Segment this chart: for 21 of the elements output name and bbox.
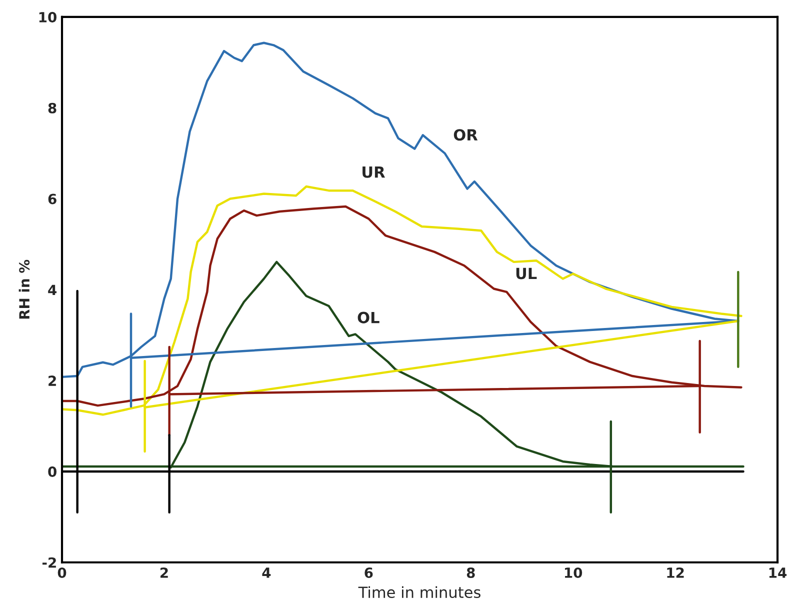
y-tick-label: -2 <box>42 557 56 568</box>
y-tick-label: 8 <box>48 102 56 114</box>
x-tick-label: 14 <box>769 568 787 578</box>
x-tick-label: 12 <box>667 567 684 578</box>
annotation: UR <box>362 166 386 178</box>
y-tick-label: 0 <box>48 466 56 477</box>
x-tick-label: 6 <box>364 567 373 578</box>
x-tick-label: 0 <box>58 567 66 578</box>
annotation: OR <box>454 129 478 141</box>
annotation: OL <box>358 312 380 324</box>
x-axis-title: Time in minutes <box>358 586 480 598</box>
y-axis-title: RH in % <box>18 260 30 319</box>
x-tick-label: 4 <box>262 568 271 578</box>
y-tick-label: 2 <box>48 376 56 386</box>
x-tick-label: 10 <box>564 567 582 578</box>
annotation: UL <box>516 268 537 280</box>
x-tick-label: 2 <box>160 567 168 578</box>
x-tick-label: 8 <box>466 567 475 578</box>
y-tick-label: 6 <box>48 194 56 204</box>
y-tick-label: 4 <box>48 284 57 295</box>
y-tick-label: 10 <box>39 12 56 22</box>
